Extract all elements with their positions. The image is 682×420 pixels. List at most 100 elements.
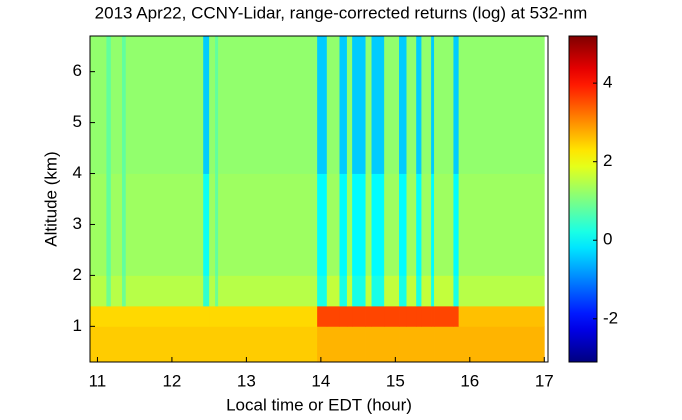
heatmap-cell (209, 326, 216, 363)
heatmap-cell (352, 305, 366, 327)
heatmap-cell (125, 326, 204, 363)
colorbar (568, 35, 598, 363)
heatmap-cell (431, 305, 435, 327)
heatmap-cell (399, 305, 407, 327)
heatmap-cell (209, 305, 216, 327)
heatmap-cell (431, 326, 435, 363)
heatmap-cell (406, 326, 417, 363)
heatmap-cell (453, 173, 460, 276)
heatmap-cell (431, 36, 435, 174)
heatmap-cell (209, 173, 216, 276)
heatmap-cell (218, 173, 318, 276)
chart-title: 2013 Apr22, CCNY-Lidar, range-corrected … (95, 3, 588, 22)
colorbar-tick-label: 4 (603, 73, 612, 92)
heatmap-cell (326, 173, 340, 276)
heatmap-cell (352, 36, 366, 174)
heatmap-cell (453, 36, 460, 174)
heatmap-cell (339, 275, 348, 307)
y-tick-label: 4 (73, 163, 82, 182)
heatmap-cell (125, 173, 204, 276)
heatmap-cell (339, 326, 348, 363)
heatmap-cell (365, 305, 372, 327)
heatmap-cell (453, 275, 460, 307)
x-tick-label: 11 (89, 371, 107, 390)
heatmap-cell (110, 36, 123, 174)
colorbar-tick-label: 2 (603, 151, 612, 170)
heatmap-cell (399, 36, 407, 174)
heatmap-cell (122, 305, 127, 327)
heatmap-cell (399, 326, 407, 363)
heatmap-cell (384, 36, 400, 174)
heatmap-cell (122, 275, 127, 307)
heatmap-cell (110, 275, 123, 307)
colorbar-tick-label: -2 (603, 308, 618, 327)
heatmap-cell (406, 305, 417, 327)
heatmap-cell (365, 275, 372, 307)
y-tick-label: 2 (73, 265, 82, 284)
heatmap-cell (365, 36, 372, 174)
heatmap-cell (90, 36, 107, 174)
heatmap-cell (218, 275, 318, 307)
heatmap-cell (90, 275, 107, 307)
heatmap-cell (203, 305, 210, 327)
colorbar-tick-label: 0 (603, 230, 612, 249)
heatmap-cell (106, 305, 112, 327)
heatmap-cell (434, 305, 454, 327)
heatmap-cell (203, 36, 210, 174)
heatmap-cell (421, 36, 432, 174)
heatmap-cell (326, 326, 340, 363)
heatmap-cell (434, 275, 454, 307)
heatmap-cell (371, 173, 385, 276)
heatmap-cell (326, 36, 340, 174)
heatmap-cell (371, 36, 385, 174)
heatmap-cell (371, 326, 385, 363)
heatmap-cell (215, 326, 219, 363)
heatmap-cell (106, 275, 112, 307)
heatmap-cell (209, 36, 216, 174)
heatmap-cell (215, 305, 219, 327)
heatmap-cell (453, 305, 460, 327)
heatmap-cell (346, 326, 353, 363)
heatmap-cell (317, 275, 328, 307)
heatmap-cell (317, 173, 328, 276)
heatmap-cell (371, 305, 385, 327)
heatmap-cell (106, 326, 112, 363)
heatmap-cell (339, 36, 348, 174)
heatmap-cell (218, 326, 318, 363)
x-tick-label: 15 (386, 371, 405, 390)
x-tick-label: 13 (237, 371, 256, 390)
heatmap-cell (421, 326, 432, 363)
heatmap-cell (90, 326, 107, 363)
y-axis-label: Altitude (km) (41, 151, 60, 246)
x-tick-label: 12 (162, 371, 181, 390)
heatmap-cell (122, 36, 127, 174)
heatmap-cell (317, 36, 328, 174)
heatmap-cell (352, 173, 366, 276)
heatmap-cell (317, 326, 328, 363)
heatmap-cell (434, 36, 454, 174)
y-tick-label: 3 (73, 214, 82, 233)
heatmap-cell (406, 36, 417, 174)
heatmap-cell (399, 275, 407, 307)
heatmap-cell (365, 326, 372, 363)
heatmap-cell (215, 36, 219, 174)
heatmap-cell (339, 173, 348, 276)
heatmap-cell (326, 275, 340, 307)
heatmap-cell (416, 305, 422, 327)
heatmap-cell (346, 173, 353, 276)
heatmap-cell (218, 305, 318, 327)
heatmap-cell (90, 305, 107, 327)
heatmap-cell (371, 275, 385, 307)
heatmap-cell (209, 275, 216, 307)
heatmap-cell (458, 173, 545, 276)
x-tick-label: 17 (535, 371, 554, 390)
heatmap-cell (384, 305, 400, 327)
heatmap-cell (203, 326, 210, 363)
heatmap-cell (346, 275, 353, 307)
heatmap-cell (458, 275, 545, 307)
heatmap-cell (110, 173, 123, 276)
heatmap-cell (215, 275, 219, 307)
heatmap-cell (406, 173, 417, 276)
plot-frame (89, 35, 549, 363)
